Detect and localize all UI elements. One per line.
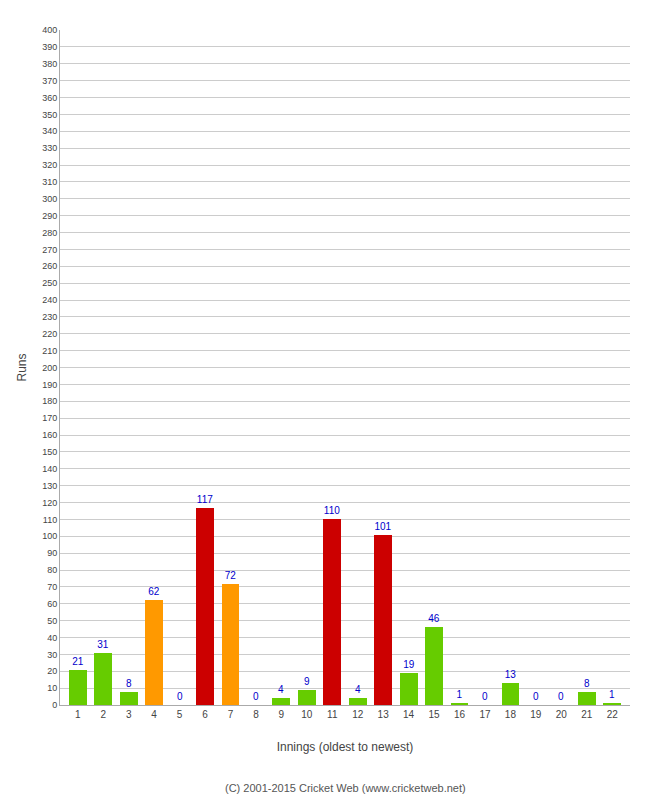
svg-text:180: 180 <box>42 396 57 406</box>
svg-text:0: 0 <box>482 691 488 702</box>
svg-text:0: 0 <box>177 691 183 702</box>
svg-text:320: 320 <box>42 160 57 170</box>
svg-text:19: 19 <box>530 709 542 720</box>
svg-text:390: 390 <box>42 42 57 52</box>
svg-text:31: 31 <box>97 639 109 650</box>
svg-text:9: 9 <box>279 709 285 720</box>
svg-text:Innings (oldest to newest): Innings (oldest to newest) <box>277 740 414 754</box>
svg-text:7: 7 <box>228 709 234 720</box>
svg-text:80: 80 <box>47 565 57 575</box>
svg-text:90: 90 <box>47 548 57 558</box>
svg-text:260: 260 <box>42 261 57 271</box>
svg-text:250: 250 <box>42 278 57 288</box>
svg-text:350: 350 <box>42 110 57 120</box>
svg-text:5: 5 <box>177 709 183 720</box>
svg-text:62: 62 <box>148 586 160 597</box>
svg-text:0: 0 <box>253 691 259 702</box>
svg-text:110: 110 <box>43 515 57 525</box>
svg-text:(C) 2001-2015 Cricket Web (www: (C) 2001-2015 Cricket Web (www.cricketwe… <box>225 782 466 794</box>
svg-text:22: 22 <box>607 709 619 720</box>
svg-text:60: 60 <box>47 599 57 609</box>
svg-text:1: 1 <box>609 689 615 700</box>
svg-text:13: 13 <box>378 709 390 720</box>
svg-text:340: 340 <box>42 126 57 136</box>
svg-text:400: 400 <box>42 25 57 35</box>
svg-text:200: 200 <box>42 363 57 373</box>
svg-text:9: 9 <box>304 676 310 687</box>
svg-text:150: 150 <box>42 447 57 457</box>
svg-text:46: 46 <box>428 613 440 624</box>
svg-text:20: 20 <box>47 666 57 676</box>
svg-text:280: 280 <box>42 228 57 238</box>
svg-text:20: 20 <box>556 709 568 720</box>
svg-text:8: 8 <box>253 709 259 720</box>
svg-text:1: 1 <box>75 709 81 720</box>
svg-text:72: 72 <box>225 570 237 581</box>
svg-text:6: 6 <box>202 709 208 720</box>
svg-text:17: 17 <box>479 709 491 720</box>
svg-text:117: 117 <box>197 494 213 505</box>
svg-text:1: 1 <box>457 689 463 700</box>
svg-text:8: 8 <box>126 678 132 689</box>
svg-text:210: 210 <box>42 346 57 356</box>
svg-text:330: 330 <box>42 143 57 153</box>
svg-text:0: 0 <box>52 700 57 710</box>
svg-text:21: 21 <box>72 656 84 667</box>
svg-text:0: 0 <box>558 691 564 702</box>
svg-text:190: 190 <box>42 380 57 390</box>
svg-text:170: 170 <box>42 413 57 423</box>
svg-text:12: 12 <box>352 709 364 720</box>
svg-text:240: 240 <box>42 295 57 305</box>
svg-text:310: 310 <box>42 177 57 187</box>
svg-text:40: 40 <box>47 633 57 643</box>
svg-text:10: 10 <box>47 683 57 693</box>
svg-text:370: 370 <box>42 76 57 86</box>
svg-text:230: 230 <box>42 312 57 322</box>
svg-text:10: 10 <box>301 709 313 720</box>
svg-text:19: 19 <box>403 659 415 670</box>
svg-text:220: 220 <box>42 329 57 339</box>
svg-text:380: 380 <box>42 59 57 69</box>
svg-text:30: 30 <box>47 650 57 660</box>
svg-text:100: 100 <box>42 531 57 541</box>
svg-text:130: 130 <box>42 481 57 491</box>
svg-text:13: 13 <box>505 669 517 680</box>
svg-text:120: 120 <box>42 498 57 508</box>
svg-text:18: 18 <box>505 709 517 720</box>
svg-text:360: 360 <box>42 93 57 103</box>
svg-text:11: 11 <box>327 709 338 720</box>
svg-text:110: 110 <box>324 505 340 516</box>
svg-text:270: 270 <box>42 245 57 255</box>
svg-text:0: 0 <box>533 691 539 702</box>
svg-text:4: 4 <box>355 684 361 695</box>
svg-text:300: 300 <box>42 194 57 204</box>
svg-text:101: 101 <box>374 521 391 532</box>
svg-text:140: 140 <box>42 464 57 474</box>
svg-text:15: 15 <box>428 709 440 720</box>
svg-text:Runs: Runs <box>15 353 29 381</box>
svg-text:8: 8 <box>584 678 590 689</box>
svg-text:16: 16 <box>454 709 466 720</box>
svg-text:21: 21 <box>581 709 593 720</box>
svg-text:70: 70 <box>47 582 57 592</box>
svg-text:2: 2 <box>100 709 106 720</box>
svg-text:14: 14 <box>403 709 415 720</box>
svg-text:160: 160 <box>42 430 57 440</box>
svg-text:50: 50 <box>47 616 57 626</box>
svg-text:3: 3 <box>126 709 132 720</box>
svg-text:4: 4 <box>151 709 157 720</box>
svg-text:4: 4 <box>278 684 284 695</box>
svg-text:290: 290 <box>42 211 57 221</box>
